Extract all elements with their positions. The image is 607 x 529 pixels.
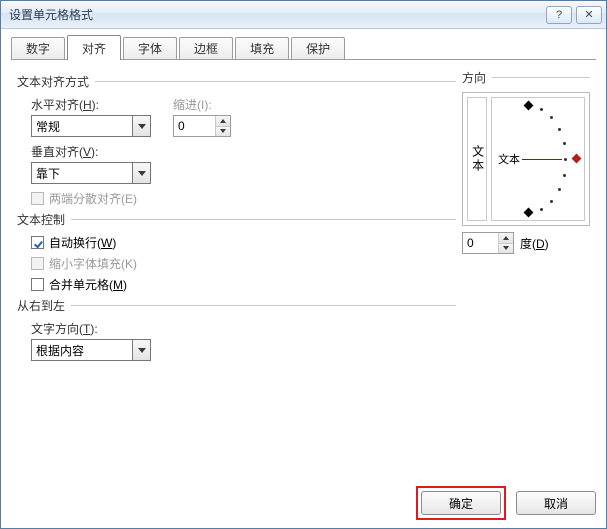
orientation-degrees-spinner[interactable]: 0 [462,232,514,254]
tab-protection[interactable]: 保护 [291,37,345,59]
section-rtl: 从右到左 [17,297,456,314]
dialog-button-bar: 确定 取消 [416,486,596,520]
ok-button-highlight: 确定 [416,486,506,520]
close-icon: ✕ [584,8,593,21]
orientation-tick [524,208,534,218]
vertical-align-label: 垂直对齐(V): [31,143,456,160]
spinner-down-icon[interactable] [499,243,513,254]
chevron-down-icon [132,116,150,136]
section-text-control: 文本控制 [17,211,456,228]
horizontal-align-label: 水平对齐(H): [31,96,151,113]
tab-number[interactable]: 数字 [11,37,65,59]
shrink-to-fit-checkbox [31,257,44,270]
orientation-box: 文本 文本 [462,92,590,226]
section-text-alignment: 文本对齐方式 [17,73,456,90]
spinner-up-icon[interactable] [499,233,513,243]
dialog-body: 数字 对齐 字体 边框 填充 保护 文本对齐方式 [1,29,606,528]
wrap-text-checkbox[interactable] [31,236,44,249]
indent-spinner[interactable]: 0 [173,115,231,137]
window-title: 设置单元格格式 [9,6,542,23]
tabstrip: 数字 对齐 字体 边框 填充 保护 [11,35,596,59]
format-cells-dialog: 设置单元格格式 ? ✕ 数字 对齐 字体 边框 填充 保护 文本对齐方式 [0,0,607,529]
alignment-panel: 文本对齐方式 水平对齐(H): 常规 [11,59,596,480]
close-button[interactable]: ✕ [576,6,602,24]
cancel-button[interactable]: 取消 [516,491,596,515]
help-button[interactable]: ? [546,6,572,24]
orientation-dial[interactable]: 文本 [491,97,585,221]
spinner-up-icon[interactable] [216,116,230,126]
ok-button[interactable]: 确定 [421,491,501,515]
orientation-handle[interactable] [572,154,582,164]
justify-distributed-label: 两端分散对齐(E) [49,190,137,207]
indent-label: 缩进(I): [173,96,231,113]
orientation-tick [524,101,534,111]
help-icon: ? [556,9,562,21]
shrink-to-fit-label: 缩小字体填充(K) [49,255,137,272]
tab-font[interactable]: 字体 [123,37,177,59]
chevron-down-icon [132,163,150,183]
tab-fill[interactable]: 填充 [235,37,289,59]
wrap-text-label: 自动换行(W) [49,234,116,251]
chevron-down-icon [132,340,150,360]
degrees-label: 度(D) [520,235,549,252]
tab-border[interactable]: 边框 [179,37,233,59]
justify-distributed-checkbox [31,192,44,205]
text-direction-label: 文字方向(T): [31,320,456,337]
orientation-needle [522,159,562,160]
merge-cells-label: 合并单元格(M) [49,276,127,293]
text-direction-select[interactable]: 根据内容 [31,339,151,361]
tab-alignment[interactable]: 对齐 [67,35,121,60]
vertical-align-select[interactable]: 靠下 [31,162,151,184]
orientation-vertical-text-button[interactable]: 文本 [467,97,487,221]
merge-cells-checkbox[interactable] [31,278,44,291]
titlebar: 设置单元格格式 ? ✕ [1,1,606,29]
horizontal-align-select[interactable]: 常规 [31,115,151,137]
section-orientation: 方向 [462,69,590,86]
spinner-down-icon[interactable] [216,126,230,137]
